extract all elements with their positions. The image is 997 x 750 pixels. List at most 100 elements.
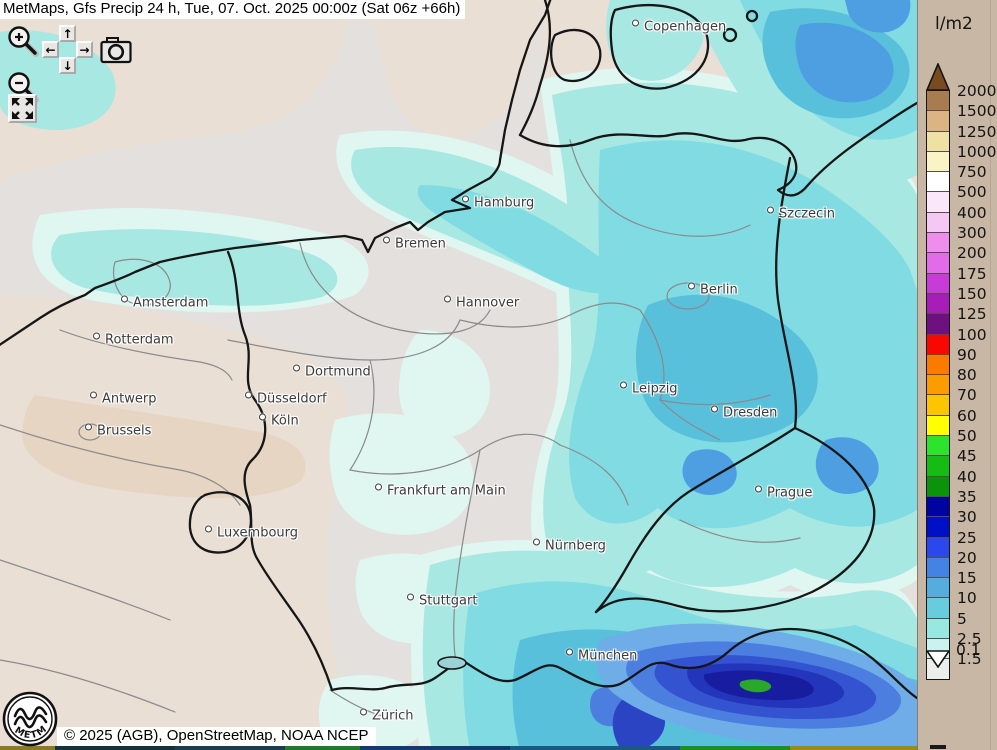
legend-swatch: [927, 354, 949, 375]
attribution-text: © 2025 (AGB), OpenStreetMap, NOAA NCEP: [57, 727, 376, 746]
metmaps-logo: METMAPS: [2, 691, 58, 747]
legend-cell: 1000: [927, 143, 996, 173]
legend-cell: 100: [927, 326, 987, 355]
legend-value-label: 175: [957, 264, 987, 283]
legend-cell: 5: [927, 610, 967, 640]
legend-swatch: [927, 314, 949, 334]
legend-swatch: [927, 517, 949, 537]
legend-cell: 70: [927, 386, 977, 416]
legend-cell: 45: [927, 447, 977, 477]
legend-bottom-tick: [930, 745, 946, 749]
legend-cell: 125: [927, 305, 987, 335]
precip-heavy-system: [595, 623, 917, 750]
legend-value-label: 30: [957, 508, 977, 527]
legend-value-label: 1.5: [957, 650, 982, 669]
legend-value-label: 70: [957, 386, 977, 405]
legend-cell: 20: [927, 549, 977, 579]
pan-down-button[interactable]: ↓: [59, 57, 76, 74]
legend-swatch: [927, 293, 949, 314]
legend-swatch: [927, 151, 949, 172]
legend-swatch: [927, 415, 949, 436]
pan-control: ↑ ← → ↓: [42, 25, 94, 77]
pan-up-button[interactable]: ↑: [59, 25, 76, 42]
legend-swatch: [927, 395, 949, 415]
legend-value-label: 1500: [957, 102, 997, 121]
legend-swatch: [927, 131, 949, 151]
legend-value-label: 40: [957, 467, 977, 486]
legend-cell: 60: [927, 407, 977, 437]
pan-up-icon: ↑: [62, 26, 73, 41]
legend-cell: 150: [927, 285, 987, 315]
legend-swatch: [927, 598, 949, 618]
precip-blue-layer: [590, 0, 911, 748]
legend-cell: 200: [927, 244, 987, 274]
legend-value-label: 1250: [957, 122, 997, 141]
legend-cell: 1.5: [927, 650, 982, 679]
legend-panel-edge: [990, 0, 991, 750]
legend-value-label: 500: [957, 183, 987, 202]
legend-color-scale: 2000 1500 1250 1000 750 500: [926, 82, 996, 680]
legend-value-label: 25: [957, 528, 977, 547]
legend-value-label: 80: [957, 366, 977, 385]
legend-swatch: [927, 253, 949, 273]
legend-swatch: [927, 233, 949, 253]
legend-arrow-down: [926, 650, 950, 668]
legend-value-label: 50: [957, 427, 977, 446]
legend-value-label: 2000: [957, 82, 997, 100]
legend-value-label: 2.5: [957, 630, 982, 649]
legend-value-label: 60: [957, 406, 977, 425]
legend-value-label: 35: [957, 487, 977, 506]
legend-value-label: 100: [957, 325, 987, 344]
legend-value-label: 5: [957, 609, 967, 628]
legend-cell: 400: [927, 204, 987, 234]
legend-swatch: [927, 578, 949, 598]
legend-swatch: [927, 496, 949, 517]
legend-cell: 1250: [927, 123, 996, 152]
weather-map[interactable]: [0, 0, 917, 750]
zoom-in-icon: [8, 26, 39, 57]
legend-bottom-label: 0.1: [956, 641, 981, 659]
legend-cell: 750: [927, 163, 987, 193]
legend-value-label: 300: [957, 224, 987, 243]
legend-value-label: 15: [957, 569, 977, 588]
legend-cell: 80: [927, 366, 977, 396]
legend-value-label: 10: [957, 589, 977, 608]
legend-cell: 1500: [927, 102, 996, 132]
map-title: MetMaps, Gfs Precip 24 h, Tue, 07. Oct. …: [0, 0, 466, 19]
legend-cell: 500: [927, 183, 987, 213]
legend-value-label: 125: [957, 305, 987, 324]
legend-swatch: [927, 659, 949, 679]
legend-swatch: [927, 375, 949, 395]
camera-icon: [100, 37, 132, 64]
legend-value-label: 1000: [957, 142, 997, 161]
legend-cell: 40: [927, 468, 977, 497]
legend-swatch: [927, 557, 949, 578]
zoom-in-button[interactable]: [6, 24, 40, 58]
pan-right-button[interactable]: →: [76, 41, 93, 58]
pan-left-icon: ←: [45, 42, 56, 57]
legend-cell: 35: [927, 488, 977, 518]
legend-swatch: [927, 476, 949, 496]
legend-swatch: [927, 334, 949, 354]
legend-value-label: 45: [957, 447, 977, 466]
legend-swatch: [927, 91, 949, 111]
legend-swatch: [927, 537, 949, 557]
pan-left-button[interactable]: ←: [42, 41, 59, 58]
fullscreen-button[interactable]: [8, 94, 37, 123]
legend-cell: 90: [927, 346, 977, 376]
snapshot-button[interactable]: [100, 36, 132, 64]
legend-swatch: [927, 618, 949, 639]
legend-cell: 10: [927, 589, 977, 619]
pan-down-icon: ↓: [62, 58, 73, 73]
legend-value-label: 400: [957, 203, 987, 222]
region-borders-layer: [0, 139, 801, 717]
legend-cell: 25: [927, 529, 977, 558]
legend-value-label: 90: [957, 345, 977, 364]
legend-arrow-up: [926, 63, 950, 91]
legend-cell: 2000: [927, 82, 996, 112]
legend-value-label: 200: [957, 244, 987, 263]
pan-right-icon: →: [79, 42, 90, 57]
legend-cell: 15: [927, 569, 977, 599]
legend-value-label: 20: [957, 548, 977, 567]
legend-cell: 175: [927, 265, 987, 294]
